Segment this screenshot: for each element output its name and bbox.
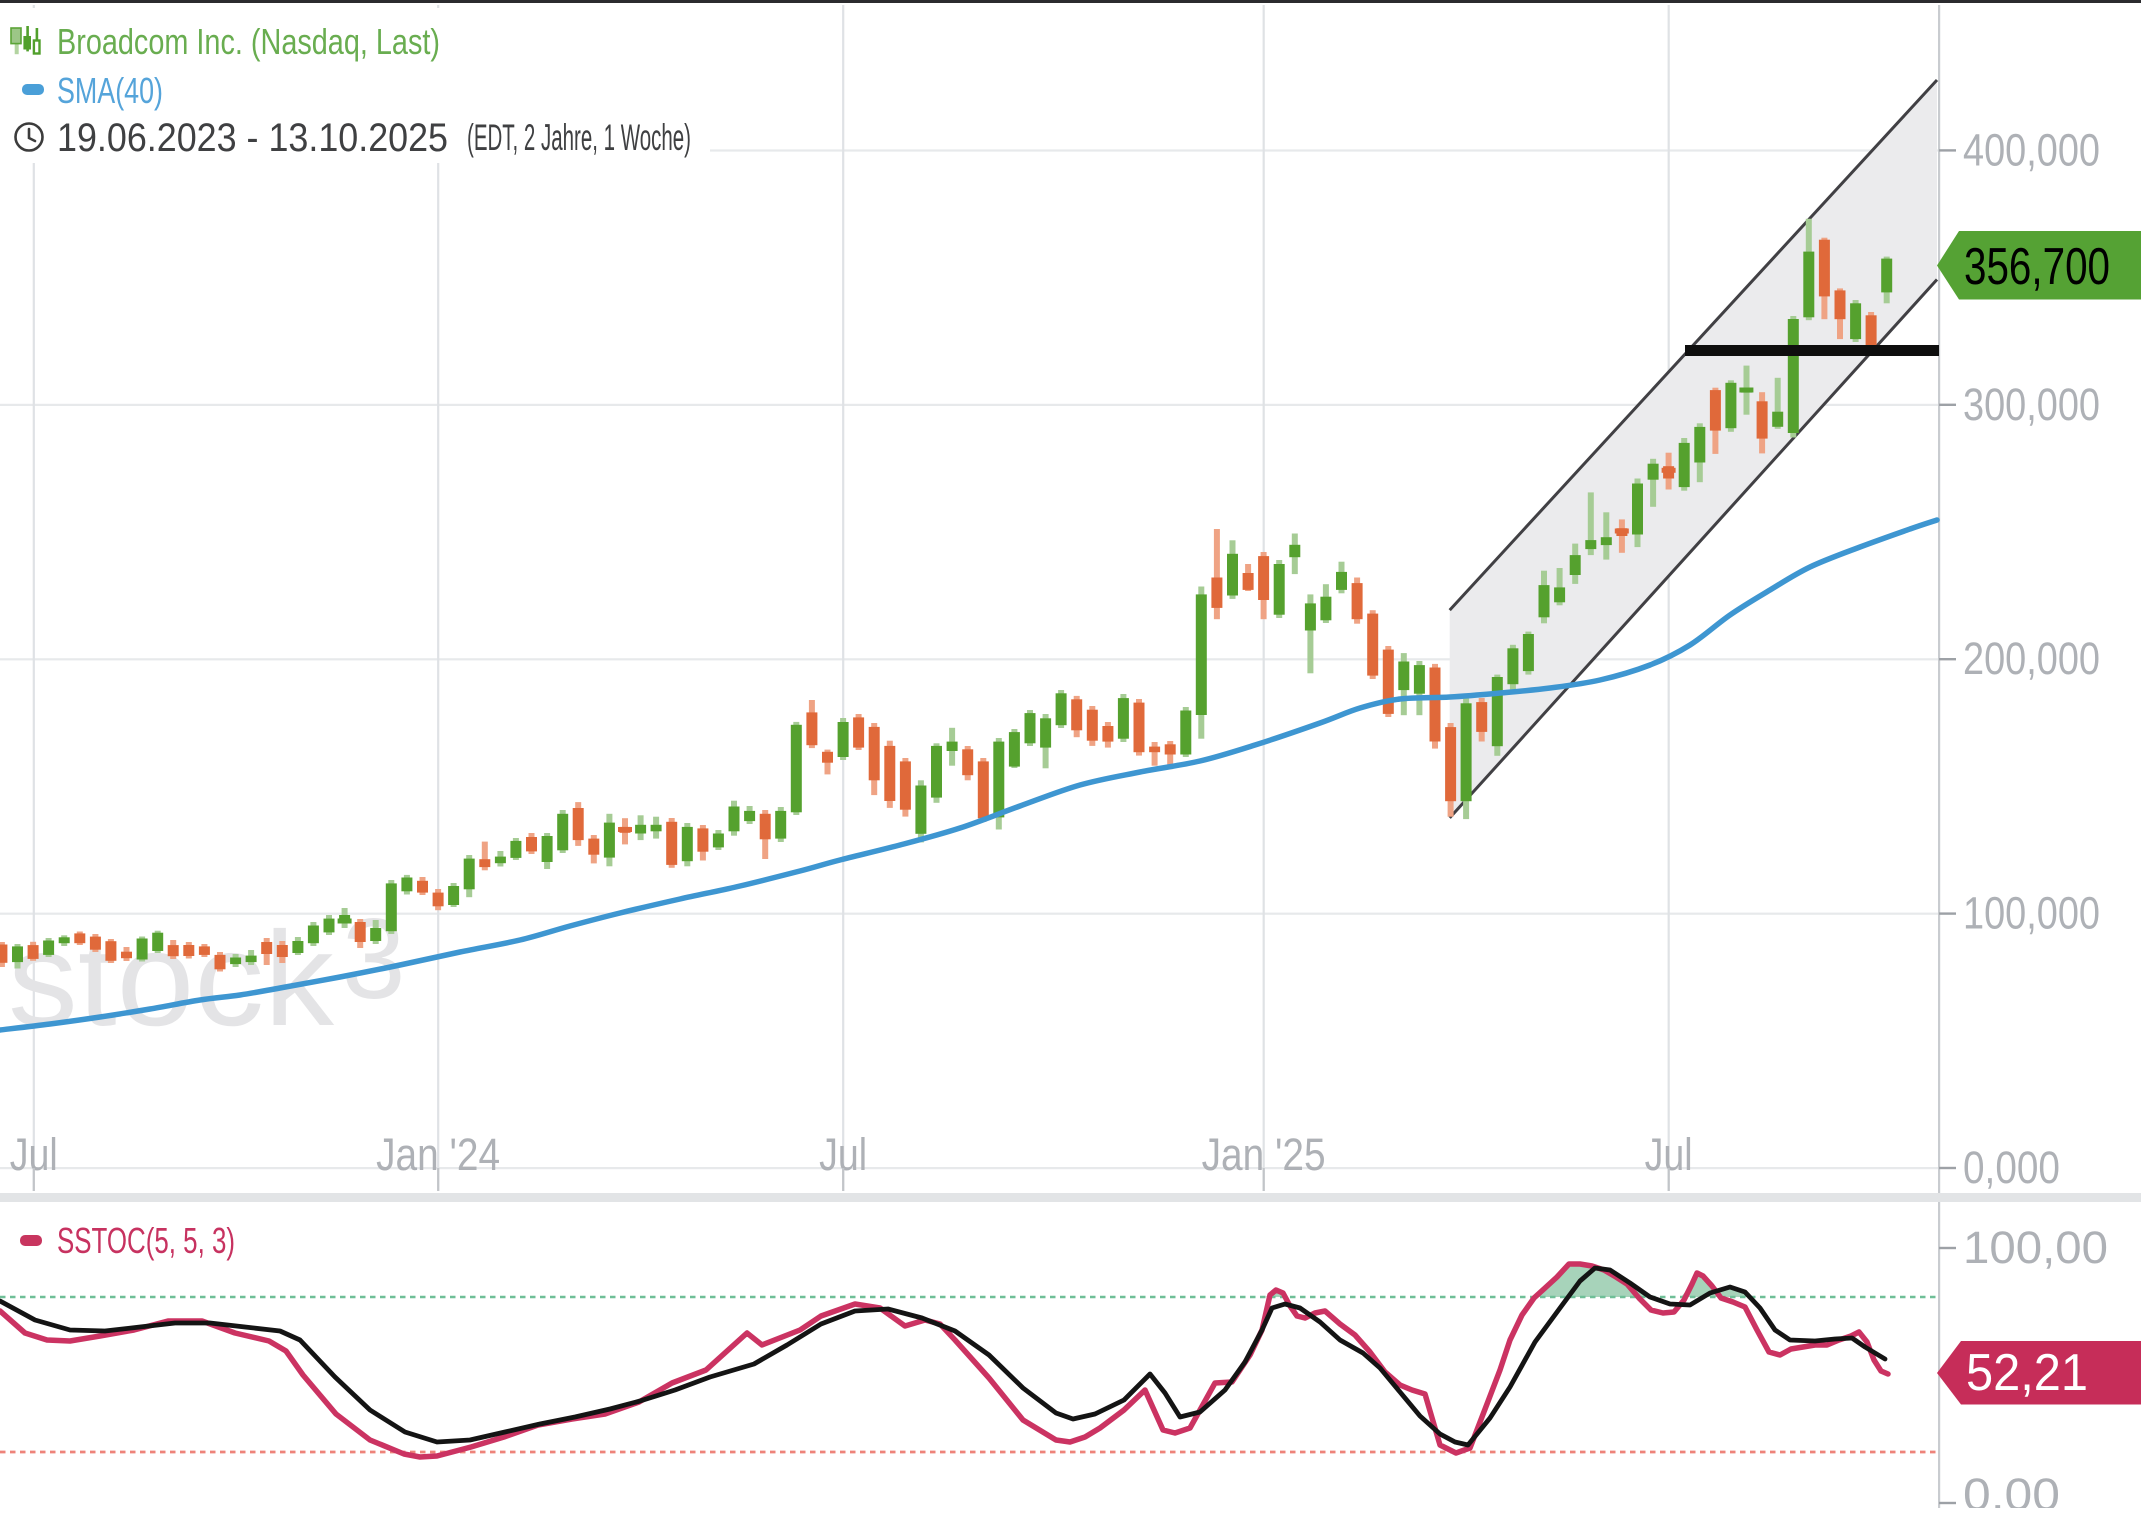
svg-text:Broadcom Inc. (Nasdaq, Last): Broadcom Inc. (Nasdaq, Last): [57, 21, 440, 62]
svg-text:100,000: 100,000: [1963, 888, 2100, 939]
svg-text:(EDT, 2 Jahre, 1 Woche): (EDT, 2 Jahre, 1 Woche): [467, 117, 691, 158]
svg-text:100,00: 100,00: [1963, 1222, 2108, 1273]
svg-text:200,000: 200,000: [1963, 633, 2100, 684]
svg-text:0,00: 0,00: [1963, 1469, 2060, 1508]
svg-text:356,700: 356,700: [1964, 238, 2110, 296]
svg-text:19.06.2023 - 13.10.2025: 19.06.2023 - 13.10.2025: [57, 116, 448, 160]
svg-text:400,000: 400,000: [1963, 124, 2100, 175]
svg-text:SSTOC(5, 5, 3): SSTOC(5, 5, 3): [57, 1220, 235, 1261]
svg-text:52,21: 52,21: [1966, 1344, 2088, 1402]
svg-text:SMA(40): SMA(40): [57, 70, 163, 111]
svg-text:300,000: 300,000: [1963, 379, 2100, 430]
svg-text:0,000: 0,000: [1963, 1142, 2060, 1193]
svg-text:stock: stock: [8, 905, 335, 1054]
